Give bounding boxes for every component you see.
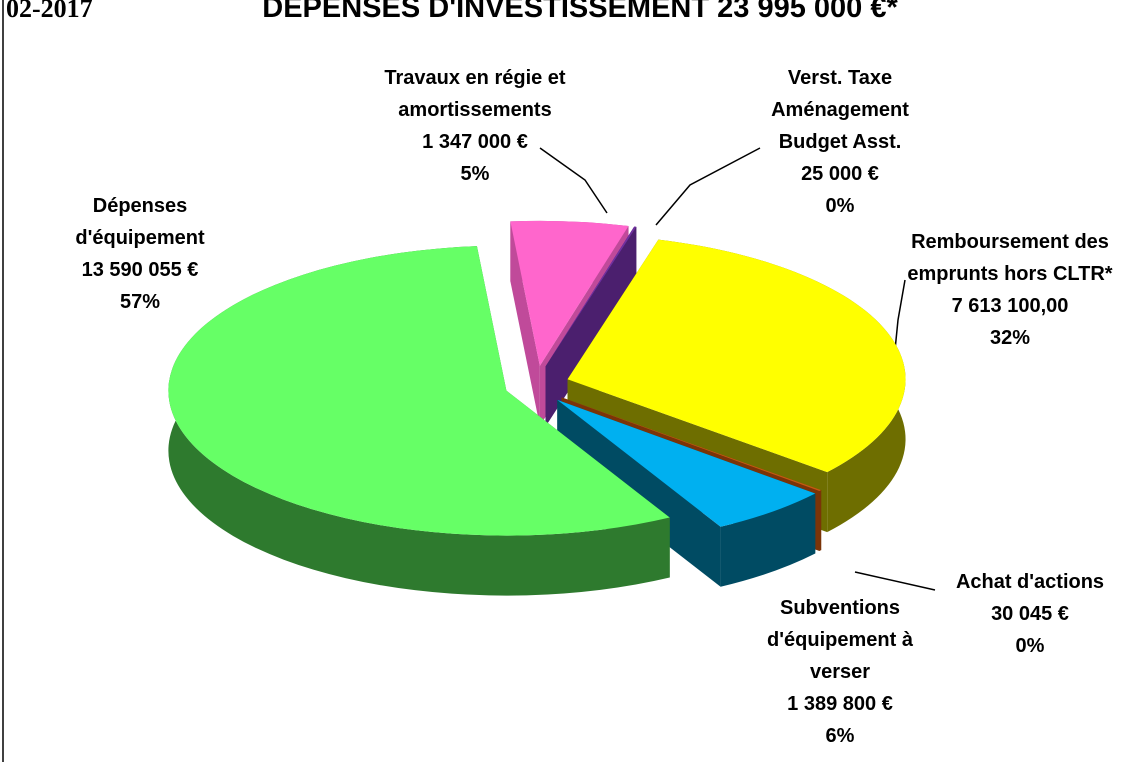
slice-label: Dépenses d'équipement 13 590 055 € 57% — [40, 190, 240, 318]
slice-wall — [545, 226, 637, 427]
leader-line — [655, 147, 761, 226]
percent-label: 32% — [989, 327, 1031, 349]
chart-title: DÉPENSES D'INVESTISSEMENT 23 995 000 €* — [262, 0, 898, 24]
slice-label: Subventions d'équipement à verser 1 389 8… — [745, 592, 935, 752]
value-label: 1 347 000 € — [422, 131, 528, 153]
slice-label: Achat d'actions 30 045 € 0% — [930, 566, 1125, 662]
slice — [557, 399, 816, 527]
slice-wall — [557, 399, 721, 587]
value-label: 25 000 € — [801, 163, 879, 185]
value-label: 1 389 800 € — [787, 693, 893, 715]
header-note: 02-2017 — [6, 0, 93, 23]
category-label: Travaux en régie et amortissements — [384, 67, 566, 121]
slice — [561, 397, 822, 492]
value-label: 30 045 € — [991, 603, 1069, 625]
slice — [510, 220, 629, 366]
category-label: Dépenses d'équipement — [75, 195, 205, 249]
slice-side — [819, 490, 822, 552]
category-label: Remboursement des emprunts hors CLTR* — [907, 231, 1113, 285]
percent-label: 0% — [825, 195, 855, 217]
slice — [567, 239, 906, 473]
slice-side — [634, 226, 637, 287]
percent-label: 57% — [119, 291, 161, 313]
percent-label: 0% — [1015, 635, 1045, 657]
leader-lines — [539, 147, 936, 591]
percent-label: 6% — [825, 725, 855, 747]
value-label: 7 613 100,00 — [951, 295, 1069, 317]
value-label: 13 590 055 € — [81, 259, 199, 281]
slice-label: Remboursement des emprunts hors CLTR* 7 6… — [895, 226, 1125, 354]
leader-line — [894, 279, 906, 351]
percent-label: 5% — [460, 163, 490, 185]
slice-side — [720, 493, 816, 587]
slice — [545, 226, 637, 367]
leader-line — [854, 571, 936, 591]
category-label: Verst. Taxe Aménagement Budget Asst. — [771, 67, 909, 153]
slice-label: Verst. Taxe Aménagement Budget Asst. 25 0… — [740, 62, 940, 222]
frame — [2, 0, 4, 762]
leader-line — [539, 147, 608, 214]
slice — [168, 246, 670, 536]
slice-label: Travaux en régie et amortissements 1 347 … — [350, 62, 600, 190]
category-label: Achat d'actions — [955, 571, 1105, 593]
category-label: Subventions d'équipement à verser — [767, 597, 913, 683]
